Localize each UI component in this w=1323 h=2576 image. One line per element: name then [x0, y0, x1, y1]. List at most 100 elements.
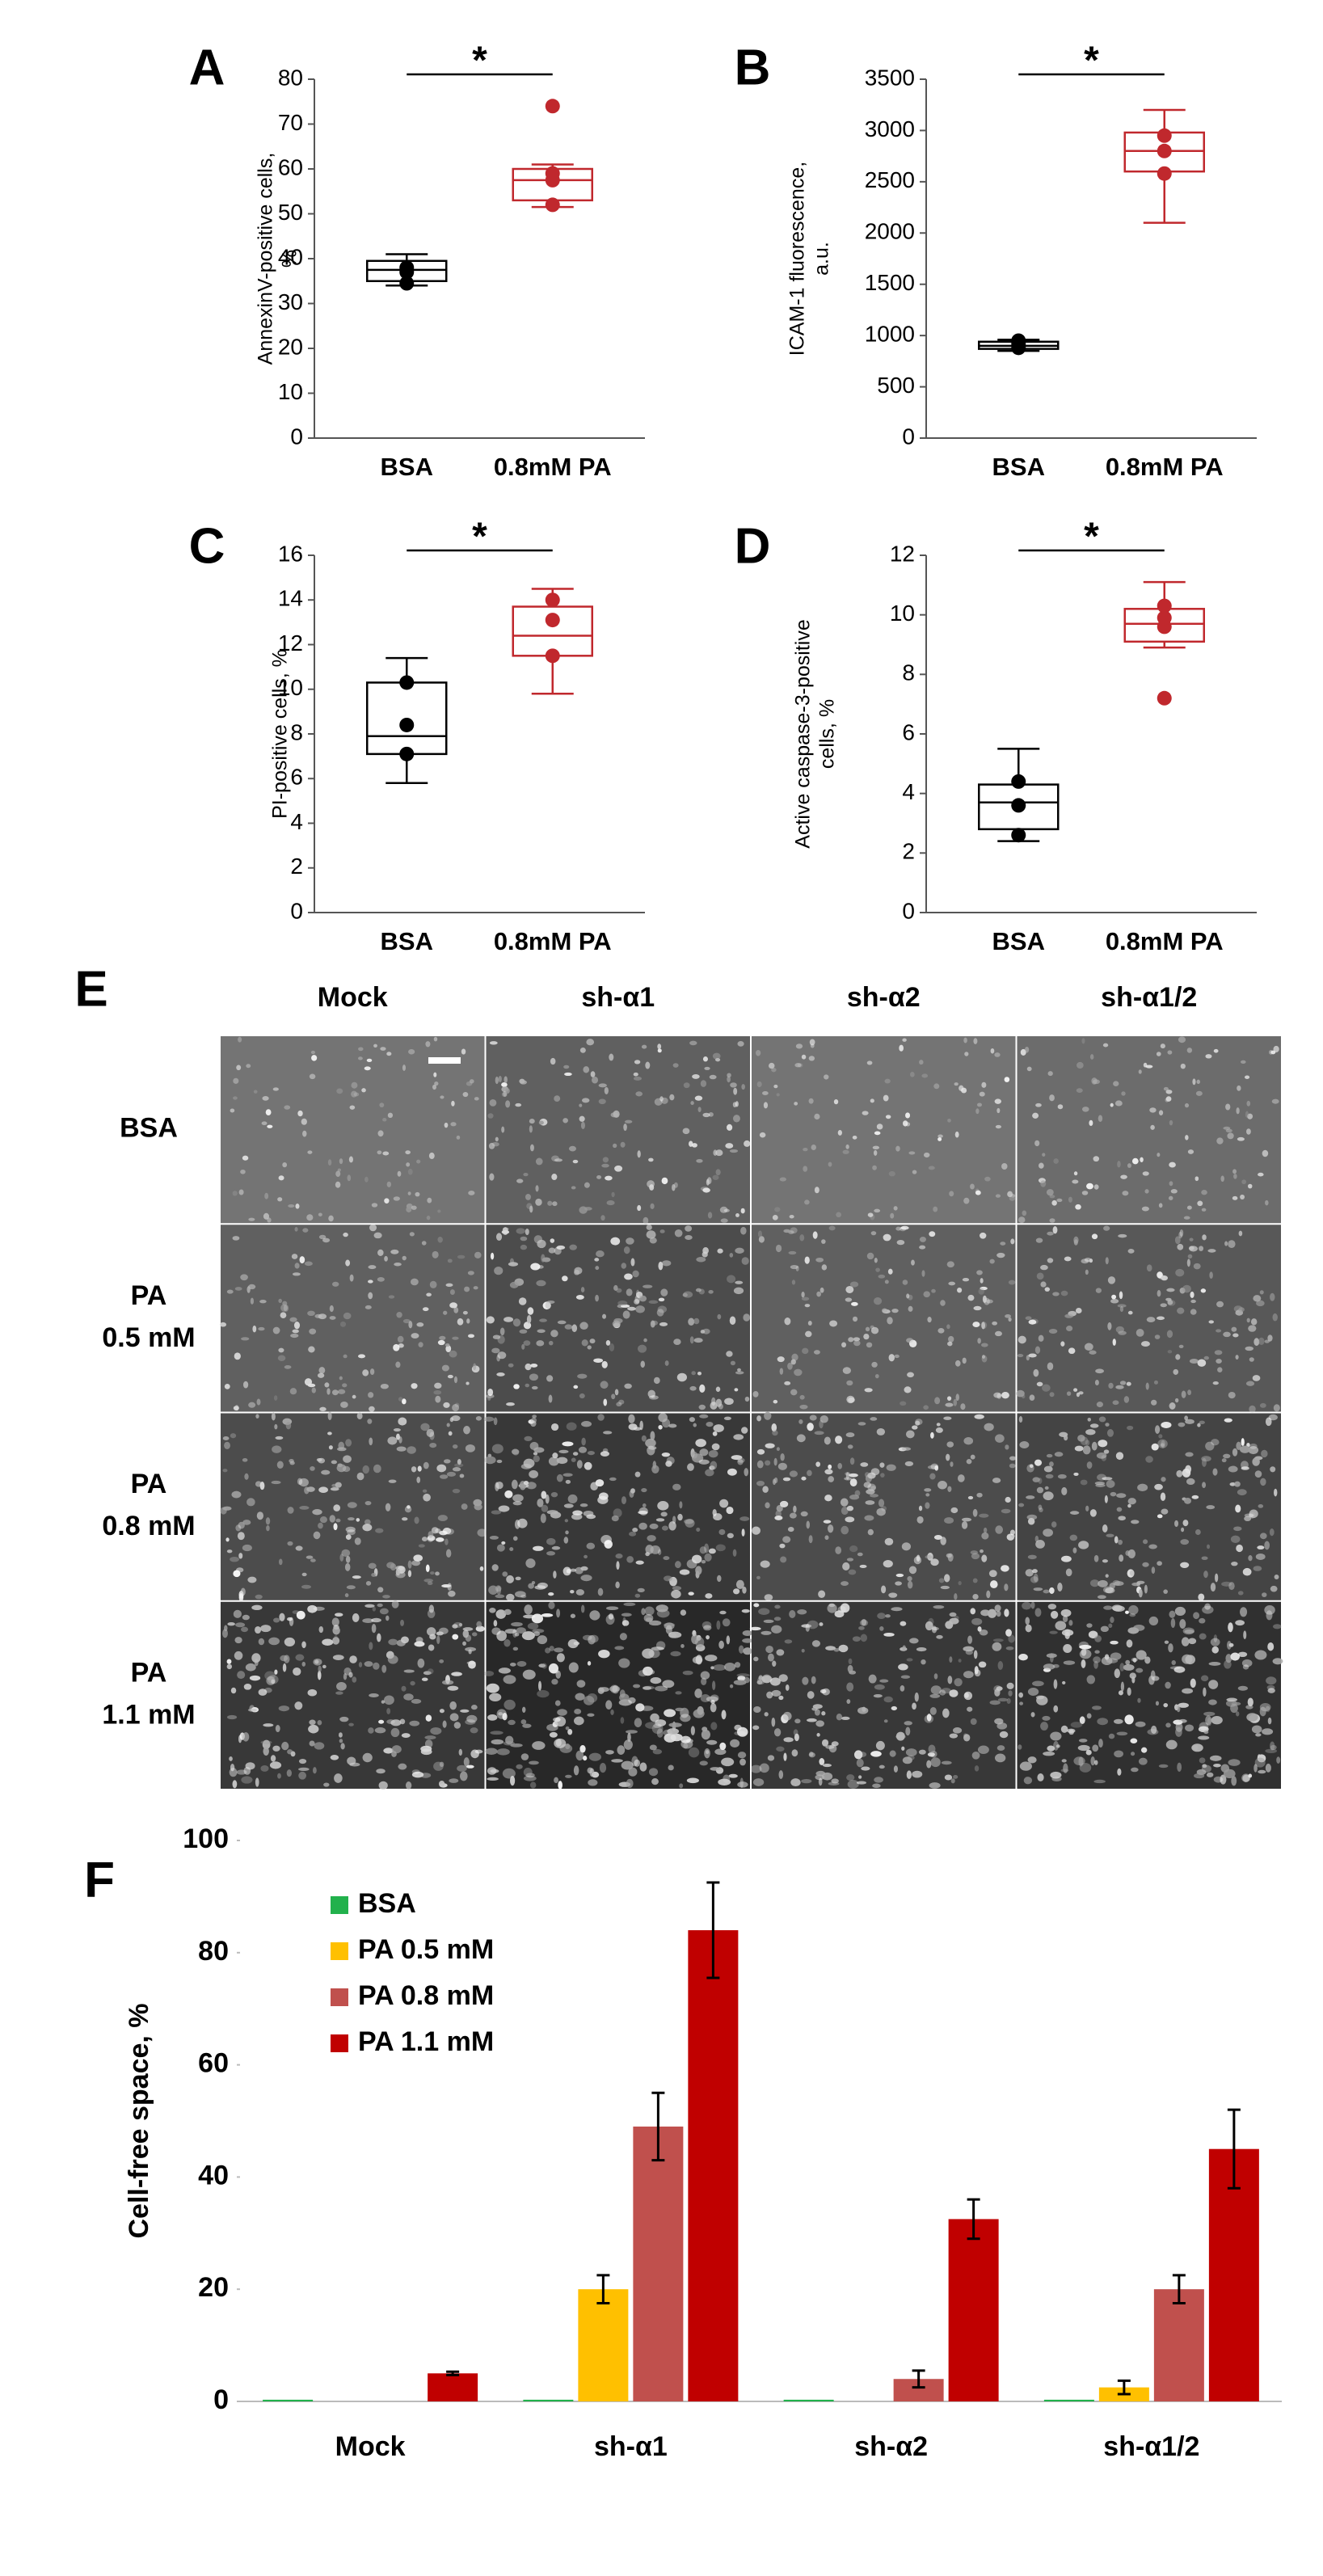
- cell: [622, 1310, 630, 1319]
- cell: [512, 1494, 524, 1503]
- y-tick-label: 80: [198, 1936, 229, 1967]
- cell: [345, 1526, 356, 1533]
- cell: [317, 1719, 322, 1726]
- cell: [605, 1340, 611, 1346]
- cell: [761, 1675, 773, 1684]
- cell: [1259, 1402, 1266, 1408]
- cell: [1157, 1561, 1162, 1566]
- cell: [619, 1633, 627, 1641]
- cell: [876, 1507, 886, 1516]
- cell: [651, 1778, 659, 1785]
- cell: [773, 1399, 778, 1404]
- cell: [1080, 1479, 1088, 1486]
- cell: [1127, 1687, 1131, 1696]
- cell: [491, 1444, 503, 1454]
- data-point: [1157, 598, 1172, 613]
- cell: [730, 1082, 737, 1088]
- cell: [1258, 1769, 1266, 1774]
- cell: [1125, 1659, 1131, 1665]
- cell: [1116, 1493, 1127, 1499]
- cell: [941, 1760, 952, 1765]
- cell: [445, 1538, 449, 1545]
- cell: [1251, 1725, 1262, 1734]
- cell: [232, 1191, 238, 1196]
- y-tick-label: 4: [902, 779, 915, 804]
- cell: [293, 1321, 301, 1330]
- cell: [565, 1479, 571, 1484]
- cell: [1104, 1495, 1108, 1503]
- cell: [580, 1287, 585, 1293]
- cell: [502, 1227, 508, 1236]
- cell: [1157, 1153, 1161, 1157]
- cell: [523, 1775, 537, 1781]
- cell: [406, 1206, 412, 1212]
- cell: [1102, 1524, 1108, 1533]
- cell: [1208, 1680, 1219, 1689]
- cell: [487, 1388, 494, 1397]
- cell: [1057, 1474, 1067, 1479]
- y-tick-label: 8: [902, 660, 915, 685]
- cell: [870, 1417, 878, 1421]
- cell: [554, 1647, 564, 1653]
- cell: [1048, 1329, 1058, 1334]
- cell: [1246, 1318, 1250, 1323]
- cell: [713, 1424, 724, 1433]
- cell: [692, 1074, 700, 1079]
- cell: [964, 1052, 969, 1056]
- cell: [992, 1638, 1004, 1642]
- cell: [842, 1367, 851, 1374]
- cell: [992, 1321, 997, 1326]
- cell: [459, 1771, 468, 1781]
- cell: [735, 1280, 744, 1284]
- cell: [1178, 1036, 1186, 1043]
- cell: [1157, 1289, 1161, 1297]
- cell: [700, 1694, 710, 1703]
- x-tick-label: BSA: [992, 453, 1045, 481]
- bar: [1208, 2148, 1259, 2401]
- cell: [496, 1459, 503, 1464]
- cell: [680, 1714, 691, 1722]
- cell: [548, 1247, 556, 1254]
- cell: [675, 1561, 681, 1569]
- cell: [857, 1775, 862, 1779]
- cell: [602, 1448, 609, 1453]
- cell: [955, 1393, 959, 1402]
- cell: [280, 1655, 289, 1662]
- cell: [643, 1216, 649, 1225]
- y-tick-label: 60: [198, 2048, 229, 2079]
- cell: [710, 1402, 718, 1410]
- cell: [801, 1778, 812, 1784]
- legend-label: PA 0.8 mM: [358, 1980, 494, 2011]
- cell: [327, 1431, 332, 1436]
- cell: [1053, 1679, 1058, 1689]
- cell: [804, 1304, 811, 1308]
- cell: [894, 1354, 900, 1359]
- cell: [308, 1724, 319, 1734]
- cell: [255, 1414, 259, 1419]
- cell: [318, 1313, 327, 1320]
- cell: [1018, 1416, 1023, 1423]
- cell: [278, 1175, 284, 1181]
- cell: [384, 1255, 388, 1262]
- cell: [603, 1398, 608, 1406]
- cell: [324, 1382, 330, 1388]
- cell: [1120, 1681, 1124, 1692]
- cell: [375, 1528, 384, 1533]
- cell: [784, 1318, 791, 1326]
- cell: [610, 1112, 619, 1118]
- cell: [807, 1691, 815, 1699]
- cell: [521, 1631, 535, 1641]
- cell: [496, 1748, 510, 1756]
- cell: [960, 1403, 966, 1410]
- cell: [1005, 1496, 1011, 1503]
- cell: [893, 1206, 898, 1211]
- cell: [699, 1546, 707, 1554]
- cell: [870, 1231, 877, 1236]
- cell: [1229, 1482, 1237, 1486]
- cell: [976, 1270, 983, 1275]
- cell: [1093, 1554, 1099, 1562]
- cell: [421, 1537, 428, 1542]
- cell: [541, 1663, 547, 1669]
- cell: [629, 1490, 634, 1499]
- cell: [752, 1725, 760, 1731]
